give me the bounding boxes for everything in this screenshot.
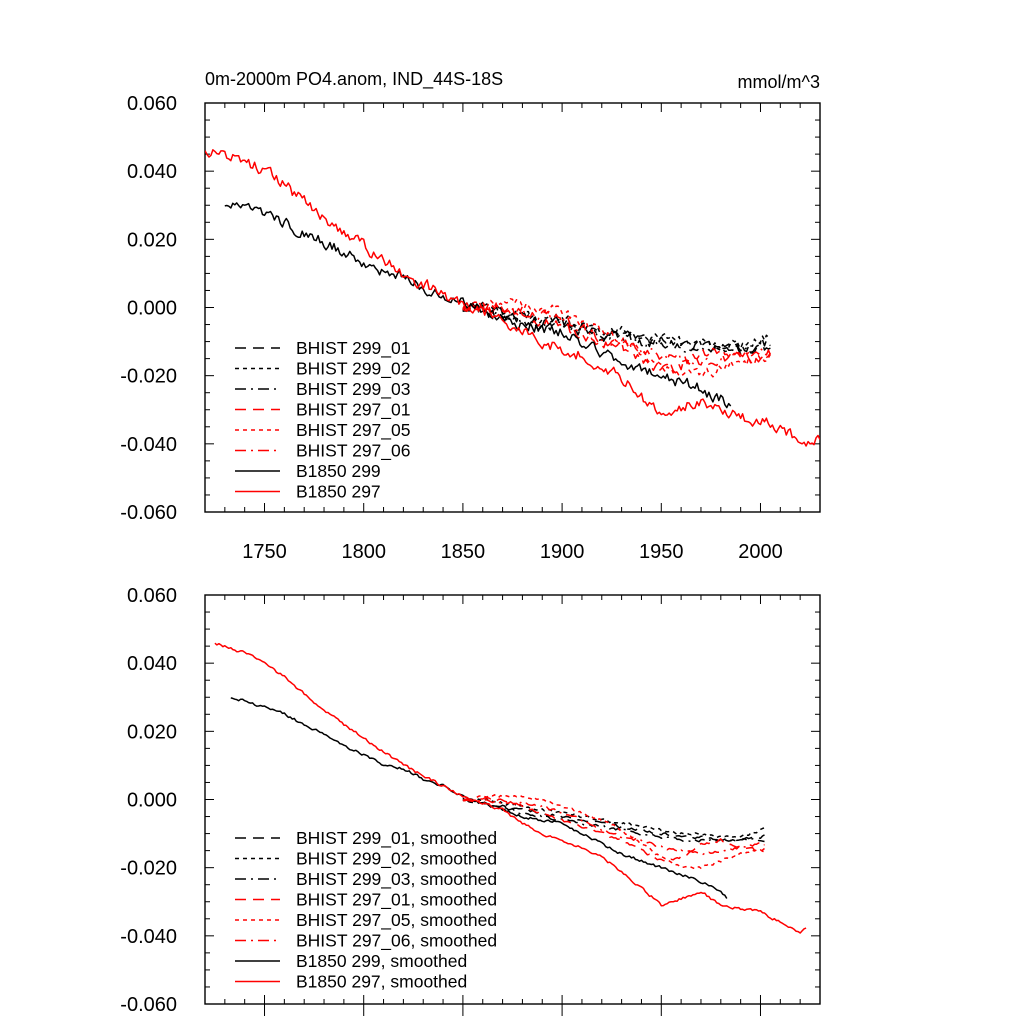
legend-label: BHIST 297_05 [296,420,410,441]
legend-label: BHIST 299_02 [296,359,410,380]
series-line [462,298,772,378]
series-line [224,202,732,409]
legend-label: B1850 297, smoothed [296,972,467,992]
legend-label: BHIST 297_01 [296,400,410,421]
y-tick-label: 0.040 [127,653,177,675]
legend-label: BHIST 299_03, smoothed [296,869,497,890]
y-tick-label: 0.060 [127,585,177,607]
series-line [462,798,765,856]
series-line [462,302,771,354]
legend-label: B1850 299 [296,461,381,481]
y-tick-label: 0.000 [127,790,177,812]
legend-label: BHIST 299_03 [296,379,410,400]
x-tick-label: 1750 [242,541,287,563]
bottom-panel: 0.060 0.040 0.020 0.000 -0.020 -0.040 -0.060 BH… [120,585,821,1016]
y-tick-label: 0.020 [127,721,177,743]
series-group [214,642,807,934]
legend-label: BHIST 297_06, smoothed [296,931,497,952]
legend-label: BHIST 299_01, smoothed [296,828,497,849]
y-tick-label: 0.040 [127,161,177,183]
y-tick-label: -0.020 [120,366,177,388]
legend-label: BHIST 297_05, smoothed [296,910,497,931]
series-line [205,149,820,447]
series-line [462,303,772,374]
x-tick-label: 1900 [540,541,585,563]
legend-label: B1850 299, smoothed [296,951,467,971]
x-tick-label: 2000 [738,541,783,563]
top-panel: 0.060 0.040 0.020 0.000 -0.020 -0.040 -0.060 17… [120,93,821,563]
y-tick-label: 0.020 [127,229,177,251]
y-tick-label: 0.060 [127,93,177,115]
y-tick-label: 0.000 [127,298,177,320]
series-line [462,797,765,862]
series-line [462,794,765,870]
chart-title: 0m-2000m PO4.anom, IND_44S-18S [205,69,503,90]
legend-label: BHIST 297_06 [296,441,410,462]
series-line [214,642,807,934]
legend-label: BHIST 299_01 [296,338,410,359]
y-tick-label: -0.040 [120,926,177,948]
y-tick-label: -0.020 [120,858,177,880]
y-tick-label: -0.040 [120,434,177,456]
legend-label: B1850 297 [296,482,381,502]
series-group [205,149,820,447]
series-line [462,797,765,839]
legend-label: BHIST 299_02, smoothed [296,849,497,870]
legend-label: BHIST 297_01, smoothed [296,890,497,911]
units-label: mmol/m^3 [738,72,820,92]
x-tick-label: 1950 [639,541,684,563]
series-line [462,797,765,843]
y-tick-label: -0.060 [120,994,177,1016]
x-tick-label: 1850 [441,541,486,563]
series-line [462,301,771,353]
series-line [462,798,765,843]
y-tick-label: -0.060 [120,502,177,524]
x-tick-label: 1800 [341,541,386,563]
